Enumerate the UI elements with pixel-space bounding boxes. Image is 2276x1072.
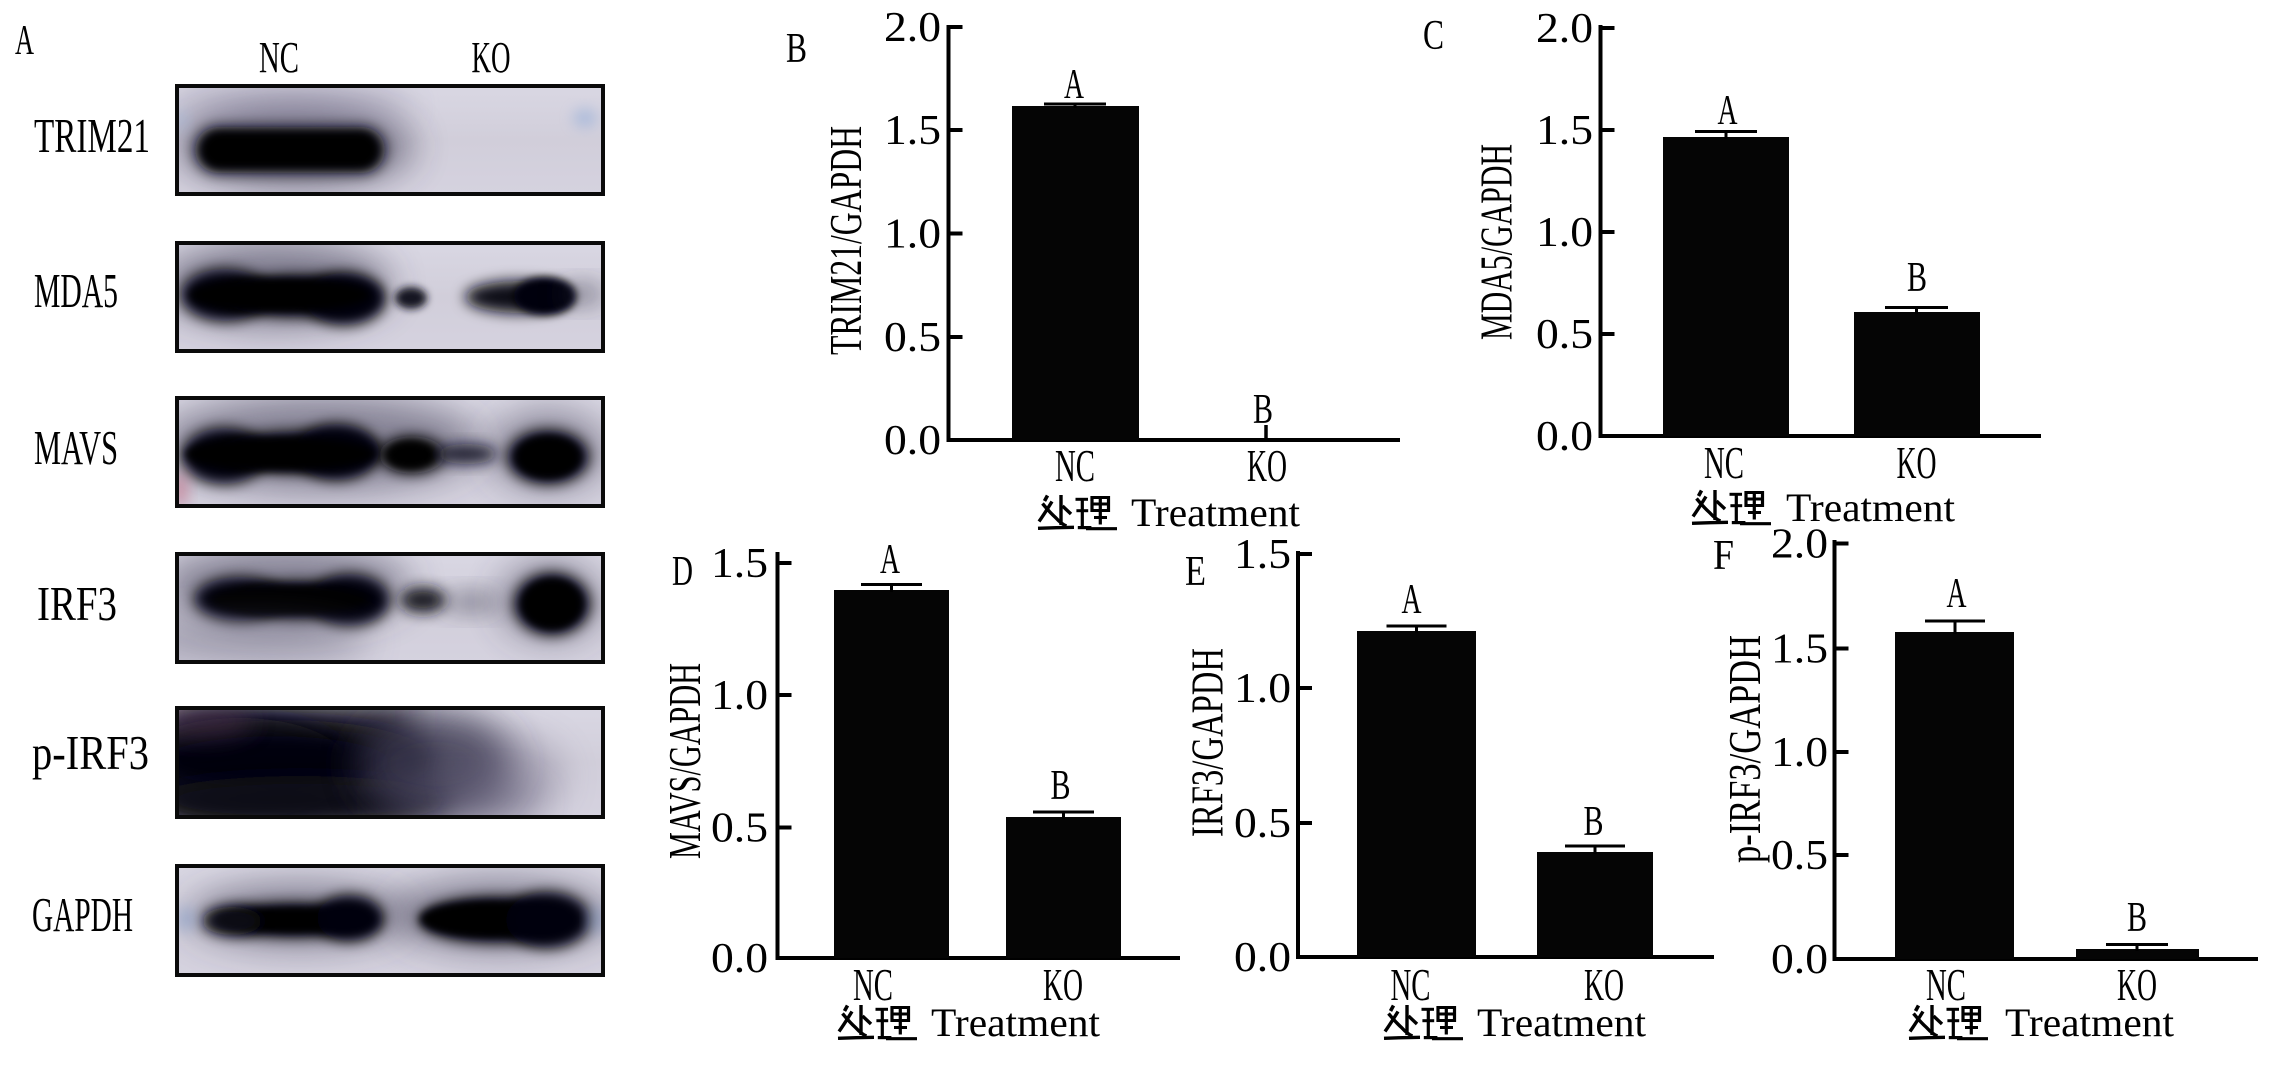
svg-text:NC: NC [1704,437,1744,488]
svg-text:0.5: 0.5 [1234,801,1291,847]
svg-text:B: B [1051,763,1071,809]
svg-text:KO: KO [472,33,511,82]
svg-text:A: A [1064,62,1084,108]
svg-text:KO: KO [1584,959,1624,1010]
svg-text:2.0: 2.0 [1771,522,1828,568]
svg-text:2.0: 2.0 [884,5,941,51]
svg-text:1.0: 1.0 [1771,730,1828,776]
svg-text:1.0: 1.0 [884,212,941,258]
svg-text:Treatment: Treatment [1131,490,1300,535]
svg-text:A: A [1402,577,1422,623]
svg-text:B: B [786,26,807,72]
svg-text:0.0: 0.0 [1234,935,1291,981]
svg-text:B: B [1253,387,1273,433]
svg-text:B: B [2127,895,2147,941]
svg-text:MAVS: MAVS [34,420,118,475]
svg-text:B: B [1907,255,1927,301]
svg-text:KO: KO [1247,440,1287,491]
svg-text:1.5: 1.5 [884,108,941,154]
svg-text:0.5: 0.5 [1536,312,1593,358]
svg-text:C: C [1423,13,1444,59]
svg-text:MDA5/GAPDH: MDA5/GAPDH [1471,144,1522,340]
svg-text:MAVS/GAPDH: MAVS/GAPDH [659,663,710,859]
svg-text:p-IRF3/GAPDH: p-IRF3/GAPDH [1719,635,1770,863]
svg-text:A: A [1718,88,1738,134]
svg-text:F: F [1713,533,1734,579]
svg-text:Treatment: Treatment [931,1000,1100,1045]
svg-text:KO: KO [2117,959,2157,1010]
svg-text:0.0: 0.0 [884,418,941,464]
svg-text:D: D [672,549,693,595]
svg-text:KO: KO [1043,959,1083,1010]
svg-text:NC: NC [853,959,893,1010]
svg-text:IRF3: IRF3 [37,576,117,631]
svg-text:TRIM21/GAPDH: TRIM21/GAPDH [820,126,871,355]
svg-text:1.5: 1.5 [711,541,768,587]
svg-text:NC: NC [1391,959,1431,1010]
svg-text:NC: NC [1055,440,1095,491]
svg-text:0.0: 0.0 [1536,414,1593,460]
svg-text:NC: NC [259,33,299,82]
svg-text:E: E [1185,549,1206,595]
svg-text:0.5: 0.5 [711,806,768,852]
svg-text:NC: NC [1926,959,1966,1010]
svg-text:A: A [15,18,34,64]
svg-text:1.0: 1.0 [1234,666,1291,712]
svg-text:TRIM21: TRIM21 [34,108,150,163]
svg-text:0.0: 0.0 [711,936,768,982]
svg-text:1.5: 1.5 [1234,532,1291,578]
svg-text:Treatment: Treatment [1477,1000,1646,1045]
svg-text:0.0: 0.0 [1771,937,1828,983]
svg-text:p-IRF3: p-IRF3 [32,725,149,780]
svg-text:1.5: 1.5 [1536,108,1593,154]
svg-text:2.0: 2.0 [1536,6,1593,52]
svg-text:1.0: 1.0 [1536,210,1593,256]
svg-text:1.5: 1.5 [1771,627,1828,673]
svg-text:Treatment: Treatment [2005,1000,2174,1045]
svg-text:1.0: 1.0 [711,673,768,719]
svg-text:Treatment: Treatment [1786,485,1955,530]
svg-text:GAPDH: GAPDH [32,887,133,942]
svg-text:IRF3/GAPDH: IRF3/GAPDH [1182,648,1233,837]
svg-text:0.5: 0.5 [884,315,941,361]
svg-text:0.5: 0.5 [1771,833,1828,879]
svg-text:A: A [880,537,900,583]
svg-text:A: A [1947,571,1967,617]
svg-text:MDA5: MDA5 [34,263,118,318]
svg-text:KO: KO [1897,437,1937,488]
svg-text:B: B [1584,799,1604,845]
